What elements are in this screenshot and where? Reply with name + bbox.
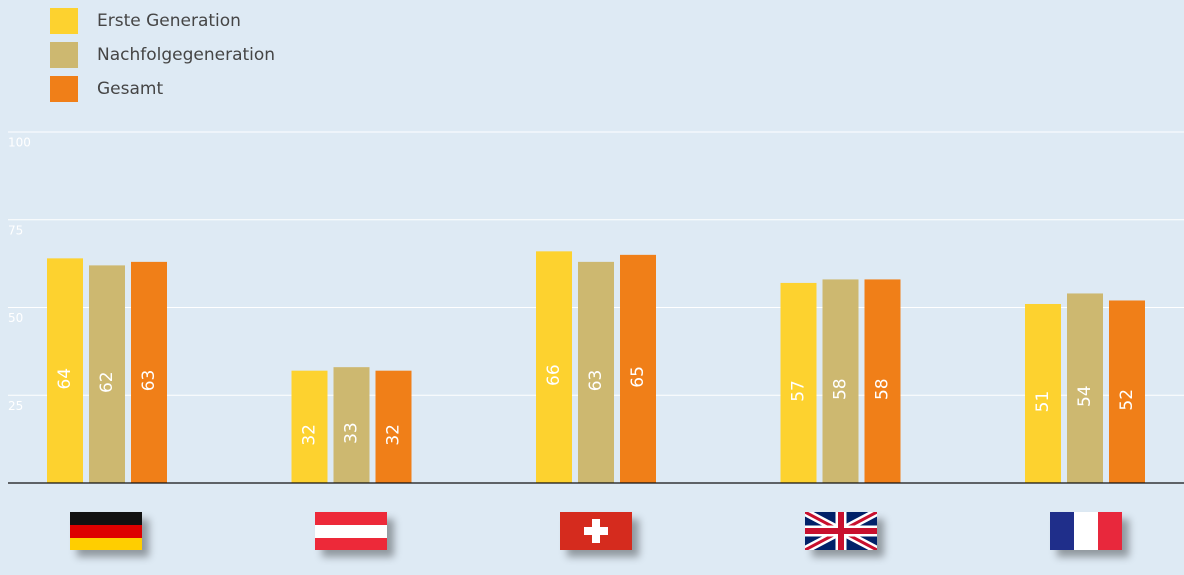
value-label: 58 <box>873 378 893 400</box>
bar <box>864 279 901 483</box>
y-tick-label: 25 <box>8 399 23 413</box>
flag-germany <box>70 512 142 550</box>
value-label: 64 <box>55 368 75 390</box>
plot-area: 25 50 75 100 64 62 63 32 33 32 66 63 65 57 58 58 51 54 52 <box>8 131 1184 483</box>
bar <box>89 265 125 483</box>
bar <box>780 282 817 483</box>
bar <box>620 254 656 483</box>
bar <box>47 258 83 483</box>
bar <box>1109 300 1145 483</box>
bar <box>291 370 328 483</box>
flag-austria <box>315 512 387 550</box>
value-label: 63 <box>586 370 606 392</box>
y-tick-label: 75 <box>8 223 23 237</box>
bar <box>375 370 412 483</box>
legend-label: Erste Generation <box>97 11 241 31</box>
bar <box>333 367 370 483</box>
bar <box>578 261 614 483</box>
flags <box>70 512 1122 550</box>
y-tick-label: 50 <box>8 311 23 325</box>
bar <box>1067 293 1103 483</box>
value-label: 62 <box>97 371 117 393</box>
value-label: 51 <box>1033 391 1053 413</box>
bar <box>536 251 572 483</box>
flag-france <box>1050 512 1122 550</box>
value-label: 57 <box>789 380 809 402</box>
bar <box>822 279 859 483</box>
legend-label: Gesamt <box>97 79 163 99</box>
legend-swatch <box>50 76 78 102</box>
bar <box>131 261 167 483</box>
value-label: 65 <box>628 366 648 388</box>
flag-switzerland <box>560 512 632 550</box>
value-label: 58 <box>831 378 851 400</box>
y-tick-label: 100 <box>8 136 31 150</box>
legend-swatch <box>50 8 78 34</box>
value-label: 33 <box>342 422 362 444</box>
bar <box>1025 303 1061 483</box>
value-label: 32 <box>384 424 404 446</box>
value-label: 52 <box>1117 389 1137 411</box>
value-label: 54 <box>1075 385 1095 407</box>
value-label: 63 <box>139 370 159 392</box>
legend-label: Nachfolgegeneration <box>97 45 275 65</box>
value-label: 32 <box>300 424 320 446</box>
value-label: 66 <box>544 364 564 386</box>
flag-uk <box>805 512 877 550</box>
legend-swatch <box>50 42 78 68</box>
